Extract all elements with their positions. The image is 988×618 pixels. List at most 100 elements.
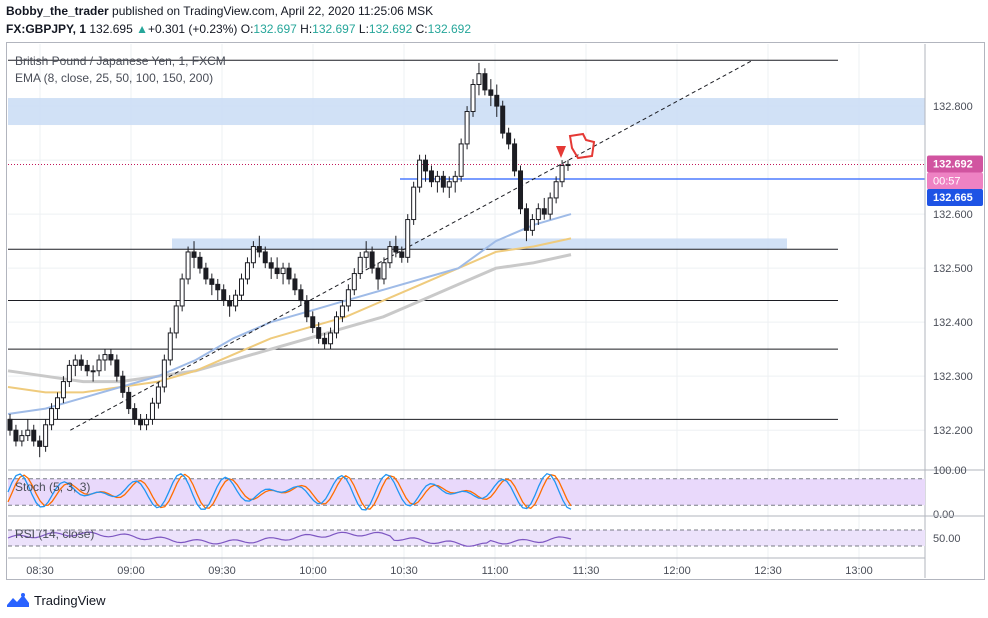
candle-body xyxy=(411,186,417,221)
candle-body xyxy=(78,359,84,366)
candle-body xyxy=(292,278,298,291)
candle-body xyxy=(393,246,399,253)
brand-name[interactable]: TradingView xyxy=(34,592,106,608)
rsi-pane: 50.00 xyxy=(7,515,985,547)
candle-body xyxy=(280,267,286,275)
candle-body xyxy=(304,300,310,318)
candle-body xyxy=(239,278,245,296)
candle-body xyxy=(221,289,227,302)
candle-body xyxy=(339,305,345,318)
time-tick-label: 12:30 xyxy=(754,565,782,577)
candle-body xyxy=(494,94,500,107)
candle-body xyxy=(417,159,423,188)
candle-body xyxy=(523,208,529,231)
candle-body xyxy=(227,300,233,307)
candle-body xyxy=(191,251,197,258)
candle-body xyxy=(357,256,363,275)
candle-body xyxy=(298,289,304,302)
candle-body xyxy=(233,294,239,307)
publish-info: published on TradingView.com, April 22, … xyxy=(108,4,434,18)
hand-drawn-mark-icon xyxy=(568,132,596,160)
candle-body xyxy=(60,381,66,399)
low-label: L: xyxy=(358,22,369,36)
candle-body xyxy=(506,132,512,145)
ema-fast-line xyxy=(7,213,572,415)
candle-body xyxy=(440,175,446,188)
price-line-label: 132.665 xyxy=(933,192,973,204)
candle-body xyxy=(541,208,547,215)
candle-body xyxy=(138,418,144,426)
candle-body xyxy=(161,359,167,388)
countdown-badge xyxy=(927,172,983,190)
candle-body xyxy=(90,370,96,373)
time-tick-label: 09:30 xyxy=(208,565,236,577)
price-tick-label: 132.200 xyxy=(933,425,973,437)
candle-body xyxy=(215,283,221,291)
candle-body xyxy=(209,278,215,285)
author-name[interactable]: Bobby_the_trader xyxy=(6,4,109,18)
rsi-tick-label: 50.00 xyxy=(933,533,961,545)
candle-body xyxy=(31,429,37,442)
ema-legend[interactable]: EMA (8, close, 25, 50, 100, 150, 200) xyxy=(15,71,214,85)
candle-body xyxy=(203,267,209,280)
candles xyxy=(7,62,571,458)
candle-body xyxy=(322,337,328,345)
ema-lines xyxy=(7,213,572,415)
candle-body xyxy=(49,408,55,426)
time-tick-label: 13:00 xyxy=(845,565,873,577)
candle-body xyxy=(345,289,351,307)
last-price: 132.695 xyxy=(89,22,133,36)
candle-body xyxy=(114,359,120,377)
open-value: 132.697 xyxy=(253,22,297,36)
candle-body xyxy=(375,267,381,280)
current-price-label: 132.692 xyxy=(933,158,973,170)
candle-body xyxy=(197,256,203,269)
stoch-legend[interactable]: Stoch (5, 3, 3) xyxy=(15,480,91,494)
ema-slow-line xyxy=(7,253,572,384)
candle-body xyxy=(333,316,339,334)
candle-body xyxy=(84,364,90,372)
candle-body xyxy=(470,84,476,113)
time-axis: 08:30 09:00 09:30 10:00 10:30 11:00 11:30 12:00… xyxy=(8,557,925,577)
symbol-line: FX:GBPJPY, 1 132.695 ▲+0.301 (+0.23%) O:… xyxy=(6,22,471,36)
chart-frame xyxy=(6,42,985,580)
candle-body xyxy=(286,267,292,280)
tradingview-logo-icon xyxy=(7,593,29,607)
support-resistance-zone xyxy=(172,238,787,250)
open-label: O: xyxy=(240,22,254,36)
rsi-line xyxy=(7,531,572,547)
candle-body xyxy=(274,267,280,275)
candle-body xyxy=(262,251,268,264)
price-axis: 132.800132.700132.600132.500132.400132.3… xyxy=(924,44,983,578)
candle-body xyxy=(132,408,138,420)
candle-body xyxy=(155,386,161,404)
stoch-k-line xyxy=(7,472,572,511)
candle-body xyxy=(13,429,19,442)
time-tick-label: 09:00 xyxy=(117,565,145,577)
ema-mid-line xyxy=(7,237,572,394)
candle-body xyxy=(54,397,60,410)
stoch-pane: 100.00 0.00 xyxy=(7,465,985,521)
price-change: +0.301 (+0.23%) xyxy=(148,22,238,36)
candle-body xyxy=(381,262,387,280)
rsi-legend[interactable]: RSI (14, close) xyxy=(15,527,95,541)
up-arrow-icon: ▲ xyxy=(136,22,148,36)
candle-body xyxy=(185,251,191,280)
price-line-badge xyxy=(927,189,983,207)
candle-body xyxy=(565,163,571,167)
instrument-legend[interactable]: British Pound / Japanese Yen, 1, FXCM xyxy=(15,54,226,68)
high-value: 132.697 xyxy=(312,22,356,36)
candle-body xyxy=(452,175,458,183)
candle-body xyxy=(500,105,506,134)
candle-body xyxy=(351,273,357,291)
candle-body xyxy=(428,170,434,183)
candle-body xyxy=(149,402,155,420)
candle-body xyxy=(553,181,559,199)
candle-body xyxy=(482,73,488,91)
candle-body xyxy=(167,332,173,361)
time-tick-label: 08:30 xyxy=(26,565,54,577)
candle-body xyxy=(458,143,464,177)
candle-body xyxy=(72,359,78,366)
candle-body xyxy=(120,375,126,393)
